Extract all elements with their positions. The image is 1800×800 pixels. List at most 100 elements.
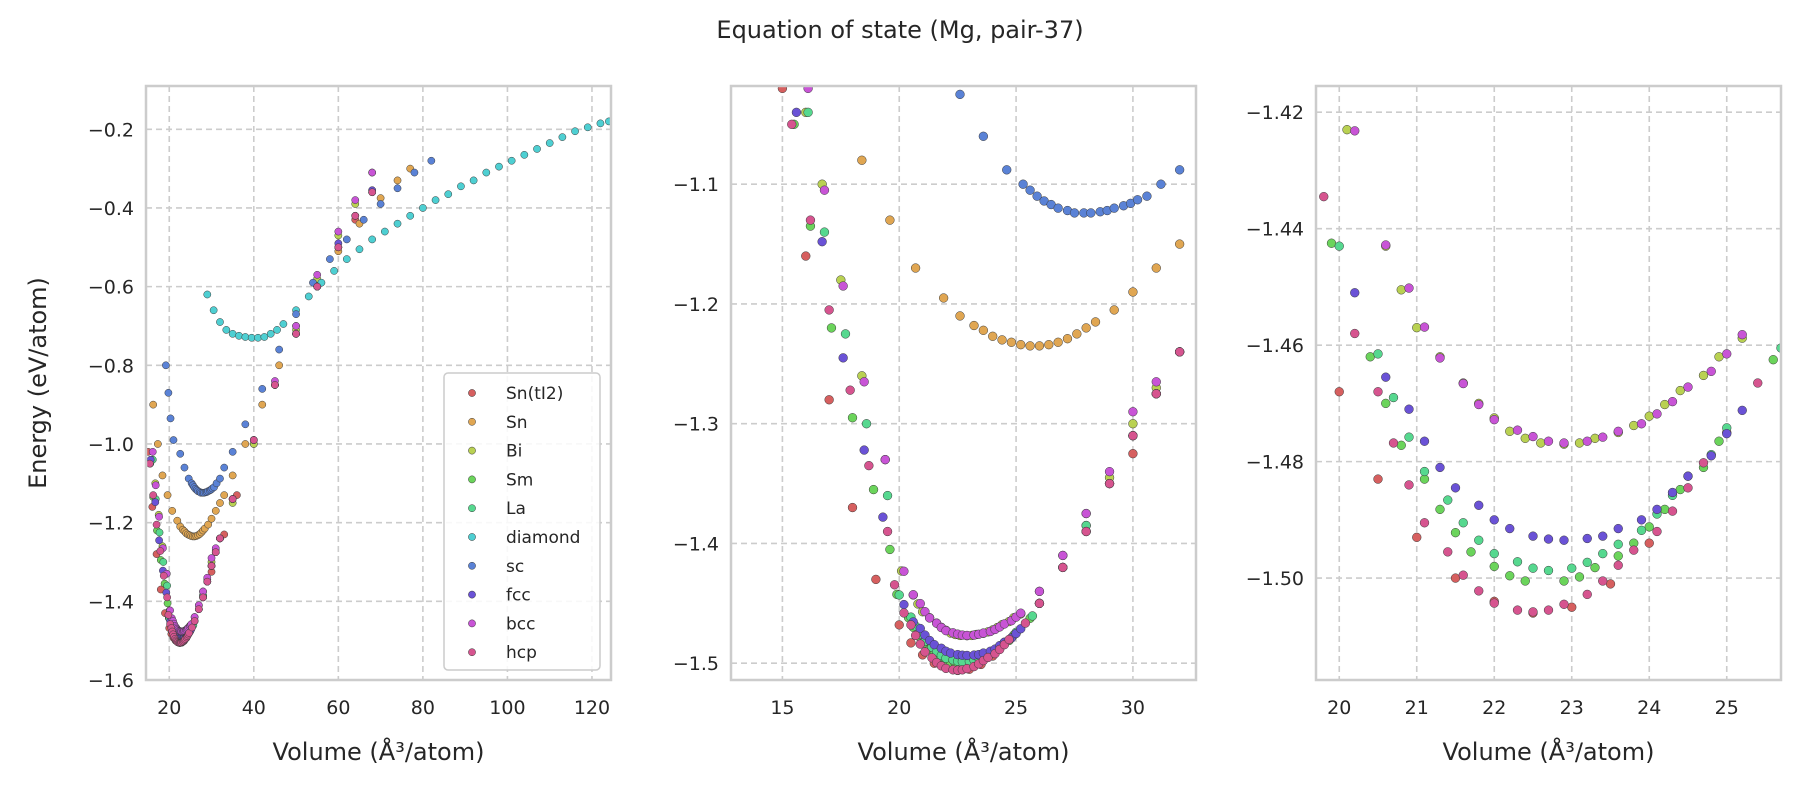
point-fcc — [1404, 404, 1414, 414]
point-bcc — [1737, 330, 1747, 340]
point-sn — [163, 491, 172, 499]
point-la — [1027, 611, 1038, 621]
point-sn — [832, 60, 841, 69]
point-hcp — [194, 605, 203, 614]
x-tick-label: 120 — [574, 697, 610, 719]
point-diamond — [520, 150, 529, 159]
point-fcc — [1636, 515, 1647, 525]
point-diamond — [330, 267, 338, 275]
point-sc — [228, 447, 237, 456]
point-fcc — [1706, 451, 1716, 461]
point-sc — [1245, 84, 1254, 93]
point-hcp — [1489, 598, 1499, 608]
point-hcp — [1034, 598, 1045, 609]
point-hcp — [864, 460, 874, 471]
x-tick-label: 24 — [1637, 697, 1661, 719]
point-hcp — [915, 639, 925, 649]
y-tick-label: −1.50 — [1246, 568, 1304, 590]
legend-marker — [468, 417, 476, 426]
y-tick-label: −1.1 — [673, 174, 719, 196]
point-hcp — [1020, 618, 1031, 628]
point-diamond — [368, 235, 377, 244]
point-sn — [1006, 337, 1017, 347]
x-tick-label: 80 — [411, 697, 435, 719]
point-bcc — [880, 454, 890, 465]
point-sc — [376, 200, 385, 208]
point-fcc — [1419, 436, 1430, 446]
point-fcc — [859, 445, 869, 455]
point-sc — [169, 436, 178, 444]
y-tick-label: −1.5 — [673, 653, 719, 675]
point-la — [882, 490, 893, 501]
legend-item: Sm — [468, 470, 533, 490]
y-axis-label: Energy (eV/atom) — [24, 277, 52, 489]
point-hcp — [889, 580, 900, 590]
point-sc — [162, 361, 170, 370]
point-fcc — [1652, 504, 1662, 515]
point-bcc — [908, 590, 918, 600]
point-fcc — [1737, 405, 1747, 416]
point-sc — [1032, 191, 1042, 201]
point-hcp — [1081, 526, 1091, 537]
point-hcp — [824, 305, 834, 315]
point-sn — [1245, 156, 1254, 165]
y-tick-label: −1.44 — [1246, 219, 1304, 241]
point-sc — [342, 235, 351, 244]
point-sn — [220, 491, 229, 499]
point-hcp — [910, 630, 921, 641]
x-axis-label: Volume (Å³/atom) — [1443, 737, 1655, 766]
point-sn — [258, 400, 267, 409]
y-tick-label: −0.2 — [88, 119, 134, 141]
point-bcc — [1151, 377, 1161, 387]
legend-item: sc — [468, 557, 524, 577]
point-sc — [1174, 165, 1185, 175]
point-bcc — [1474, 399, 1484, 410]
point-snti2 — [1373, 474, 1383, 484]
point-diamond — [444, 190, 453, 199]
point-bcc — [1613, 426, 1623, 436]
point-sn — [228, 471, 237, 480]
point-bcc — [819, 185, 830, 195]
legend-item: hcp — [468, 643, 537, 663]
point-snti2 — [906, 638, 916, 648]
x-axis-label: Volume (Å³/atom) — [273, 737, 485, 766]
point-sc — [918, 48, 927, 57]
panel-3: 20 21 22 23 24 25 −1.50 −1.48 −1.46 −1.44 −1.42 Vol… — [1246, 84, 1783, 766]
legend-marker — [468, 504, 476, 513]
point-diamond — [266, 329, 275, 338]
point-sm — [1396, 440, 1406, 450]
point-diamond — [203, 290, 212, 299]
data-points — [146, 117, 611, 647]
plot-area — [731, 86, 1196, 680]
point-sm — [1505, 571, 1515, 581]
y-tick-label: −1.2 — [673, 294, 719, 316]
point-bcc — [915, 598, 925, 609]
point-diamond — [596, 119, 605, 128]
data-points — [777, 48, 1371, 676]
y-tick-label: −1.42 — [1246, 102, 1304, 124]
point-sm — [1675, 484, 1685, 495]
point-sm — [1489, 561, 1499, 572]
point-sc — [258, 385, 267, 393]
point-fcc — [1598, 531, 1608, 541]
point-bi — [1505, 426, 1515, 436]
point-diamond — [393, 219, 402, 228]
y-tick-label: −1.0 — [88, 434, 134, 456]
point-hcp — [351, 211, 360, 220]
point-sn — [997, 335, 1007, 345]
point-sc — [978, 131, 989, 141]
point-la — [1362, 48, 1371, 57]
legend-marker — [468, 533, 476, 541]
point-bcc — [334, 227, 343, 236]
point-diamond — [457, 182, 465, 191]
point-snti2 — [1450, 573, 1461, 583]
point-bcc — [1404, 283, 1414, 293]
point-hcp — [1350, 328, 1360, 339]
point-sm — [1714, 436, 1724, 446]
point-fcc — [1505, 523, 1515, 534]
point-bi — [1362, 60, 1371, 69]
point-bi — [1675, 385, 1685, 396]
point-sm — [1326, 238, 1337, 248]
point-hcp — [899, 608, 909, 618]
point-bcc — [1559, 438, 1569, 448]
